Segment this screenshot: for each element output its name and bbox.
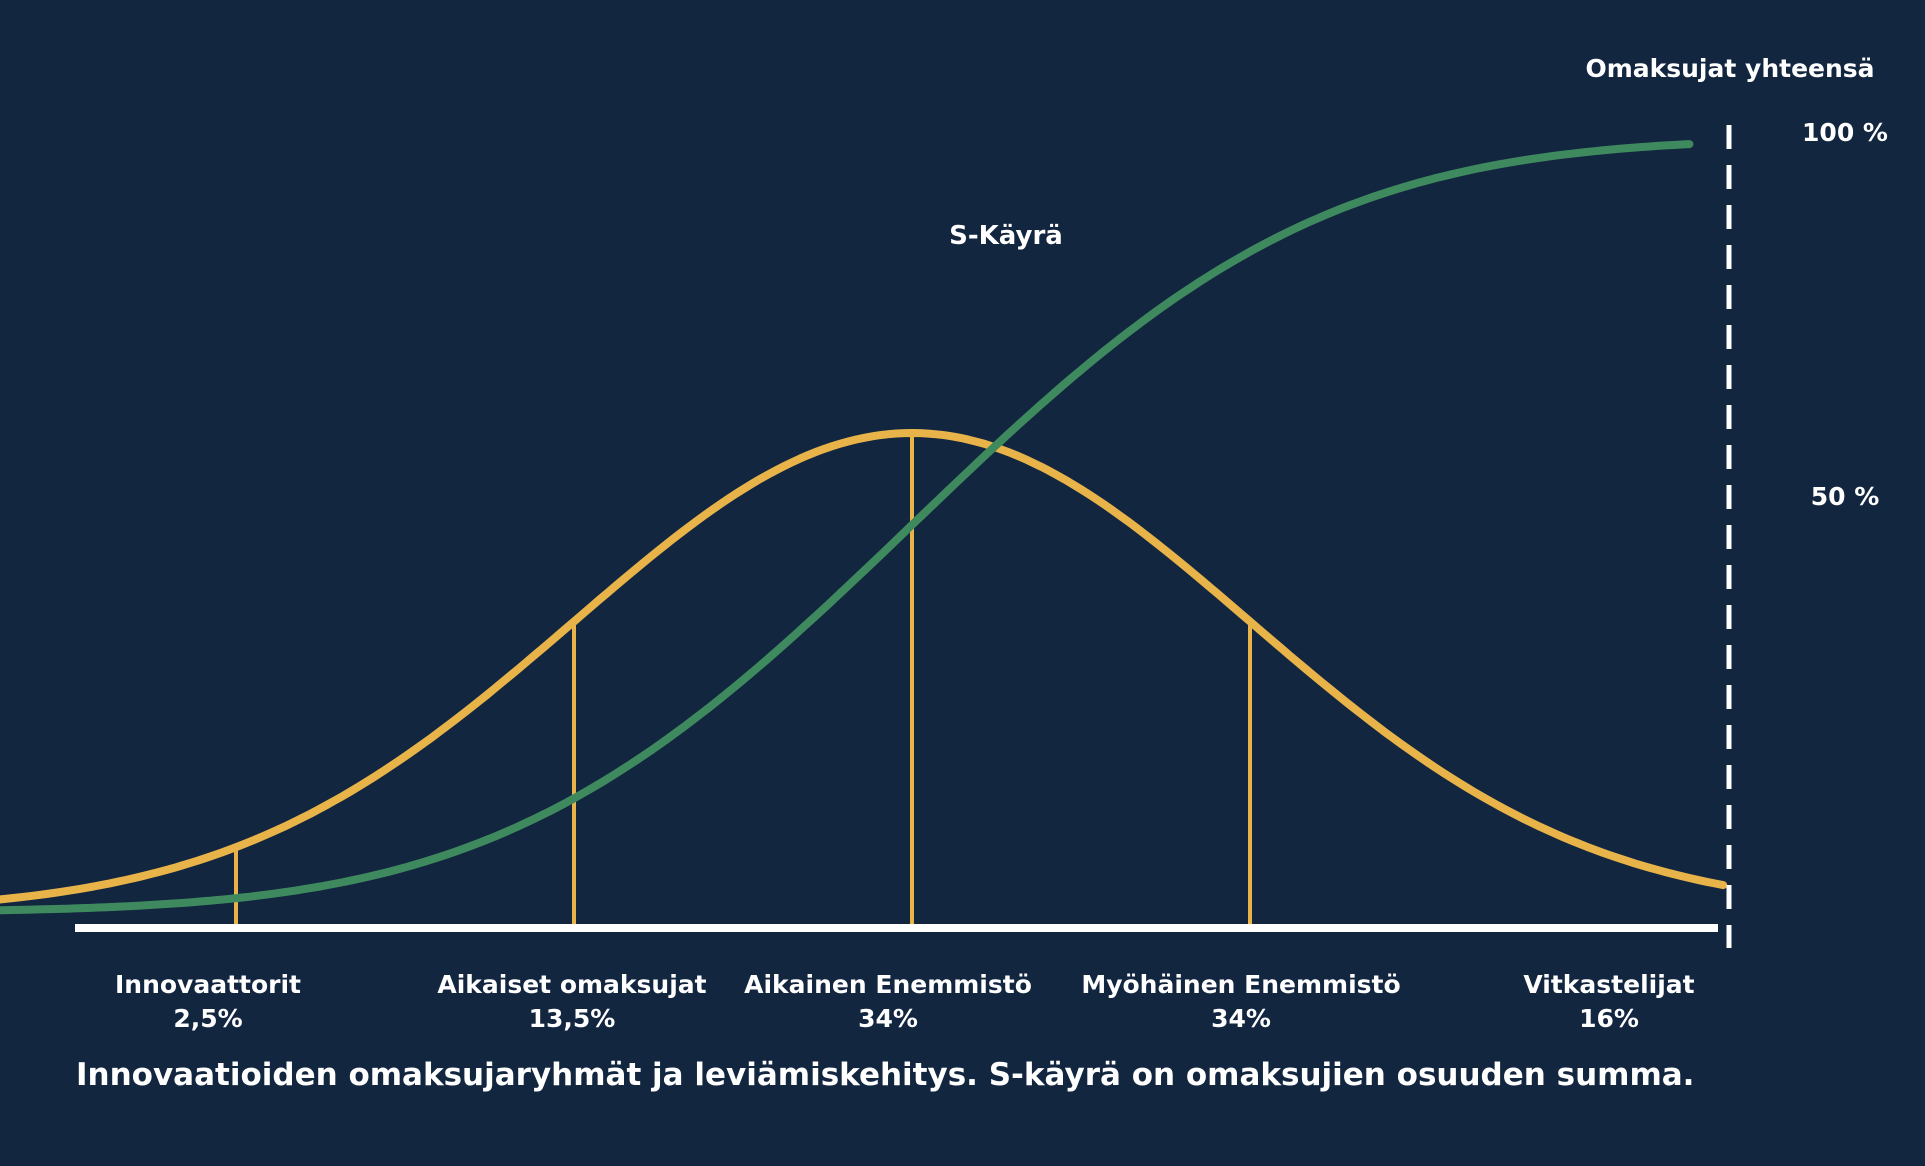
category-label-early-majority: Aikainen Enemmistö xyxy=(744,970,1032,999)
category-share-early-adopters: 13,5% xyxy=(529,1004,616,1033)
category-share-late-majority: 34% xyxy=(1211,1004,1271,1033)
category-label-late-majority: Myöhäinen Enemmistö xyxy=(1081,970,1400,999)
category-share-innovators: 2,5% xyxy=(173,1004,242,1033)
s-curve-line xyxy=(0,140,1694,915)
y-tick-50: 50 % xyxy=(1811,482,1880,511)
category-share-early-majority: 34% xyxy=(858,1004,918,1033)
category-label-innovators: Innovaattorit xyxy=(115,970,301,999)
segment-dividers xyxy=(234,433,1252,926)
bell-curve-line xyxy=(0,429,1728,904)
chart-caption: Innovaatioiden omaksujaryhmät ja leviämi… xyxy=(76,1057,1694,1093)
category-label-laggards: Vitkastelijat xyxy=(1523,970,1694,999)
category-label-early-adopters: Aikaiset omaksujat xyxy=(437,970,706,999)
y-tick-100: 100 % xyxy=(1802,118,1888,147)
s-curve-label: S-Käyrä xyxy=(949,221,1063,251)
y-axis-title: Omaksujat yhteensä xyxy=(1585,54,1874,83)
category-share-laggards: 16% xyxy=(1579,1004,1639,1033)
